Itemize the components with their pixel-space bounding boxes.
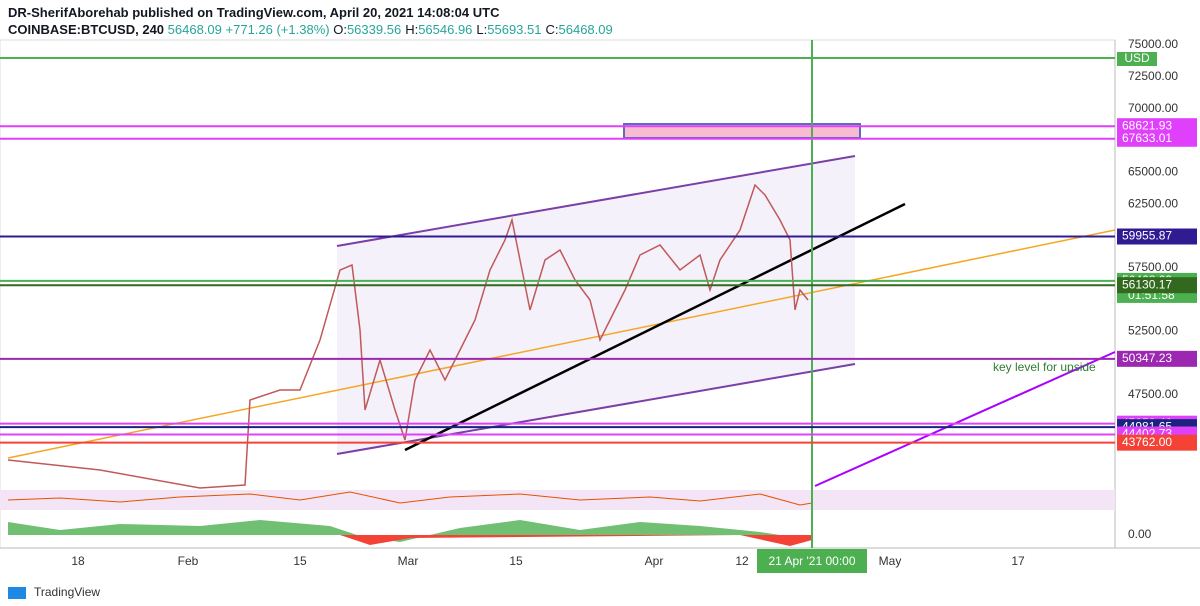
cursor-label: 21 Apr '21 00:00 (768, 554, 855, 568)
ohlc-label: C: (545, 22, 559, 37)
price-tick: 65000.00 (1128, 164, 1178, 178)
symbol-line: COINBASE:BTCUSD, 240 56468.09 +771.26 (+… (8, 21, 617, 38)
purple-trend (814, 351, 1116, 487)
cursor-tag (757, 549, 867, 573)
usd-tag (1117, 52, 1157, 66)
ohlc-value: 56546.96 (418, 22, 473, 37)
time-label: 15 (293, 554, 307, 568)
header: DR-SherifAborehab published on TradingVi… (8, 4, 617, 38)
black-trend (404, 202, 906, 452)
macd-hist-neg (340, 535, 812, 546)
byline: DR-SherifAborehab published on TradingVi… (8, 5, 500, 20)
level-label: 67633.01 (1122, 131, 1172, 145)
ohlc-label: H: (405, 22, 419, 37)
ohlc-value: 56468.09 (558, 22, 613, 37)
time-label: 12 (735, 554, 749, 568)
macd-hist (8, 520, 812, 542)
level-tag (1117, 228, 1197, 245)
level-label: 56130.17 (1122, 277, 1172, 291)
level-tag (1117, 350, 1197, 367)
ohlc-label: O: (333, 22, 347, 37)
price-tick: 57500.00 (1128, 260, 1178, 274)
footer: TradingView (34, 585, 100, 599)
ohlc-value: 56339.56 (346, 22, 402, 37)
channel-fill (337, 156, 855, 454)
price-tick: 62500.00 (1128, 196, 1178, 210)
annotation: key level for upside (993, 360, 1096, 374)
time-label: May (879, 554, 902, 568)
logo (8, 587, 26, 599)
level-tag (1117, 130, 1197, 147)
orange-trend (7, 229, 1116, 459)
level-label: 43762.00 (1122, 435, 1172, 449)
level-label: 68621.93 (1122, 118, 1172, 132)
symbol: COINBASE:BTCUSD, 240 (8, 22, 165, 37)
price-tick: 70000.00 (1128, 101, 1178, 115)
currency: USD (1124, 51, 1150, 65)
time-label: Apr (645, 554, 664, 568)
rsi (7, 491, 813, 506)
time-label: 18 (71, 554, 85, 568)
last: 56468.09 (167, 22, 222, 37)
rsi-band (0, 490, 1115, 510)
indicator-tick: 0.00 (1128, 527, 1152, 541)
time-label: Mar (398, 554, 419, 568)
price-tick: 75000.00 (1128, 37, 1178, 51)
channel-bottom (336, 363, 856, 455)
level-tag (1117, 118, 1197, 135)
time-label: 17 (1011, 554, 1025, 568)
ohlc-value: 55693.51 (487, 22, 542, 37)
change: +771.26 (+1.38%) (225, 22, 330, 37)
ohlc-label: L: (476, 22, 488, 37)
price-series (7, 183, 809, 489)
time-label: Feb (178, 554, 199, 568)
price-tick: 52500.00 (1128, 324, 1178, 338)
ohlc: O:56339.56 H:56546.96 L:55693.51 C:56468.09 (333, 22, 617, 37)
level-label: 59955.87 (1122, 229, 1172, 243)
price-tick: 72500.00 (1128, 69, 1178, 83)
time-label: 15 (509, 554, 523, 568)
level-tag (1117, 277, 1197, 294)
level-tag (1117, 434, 1197, 451)
price-tick: 47500.00 (1128, 387, 1178, 401)
channel-top (336, 155, 856, 247)
level-label: 50347.23 (1122, 351, 1172, 365)
